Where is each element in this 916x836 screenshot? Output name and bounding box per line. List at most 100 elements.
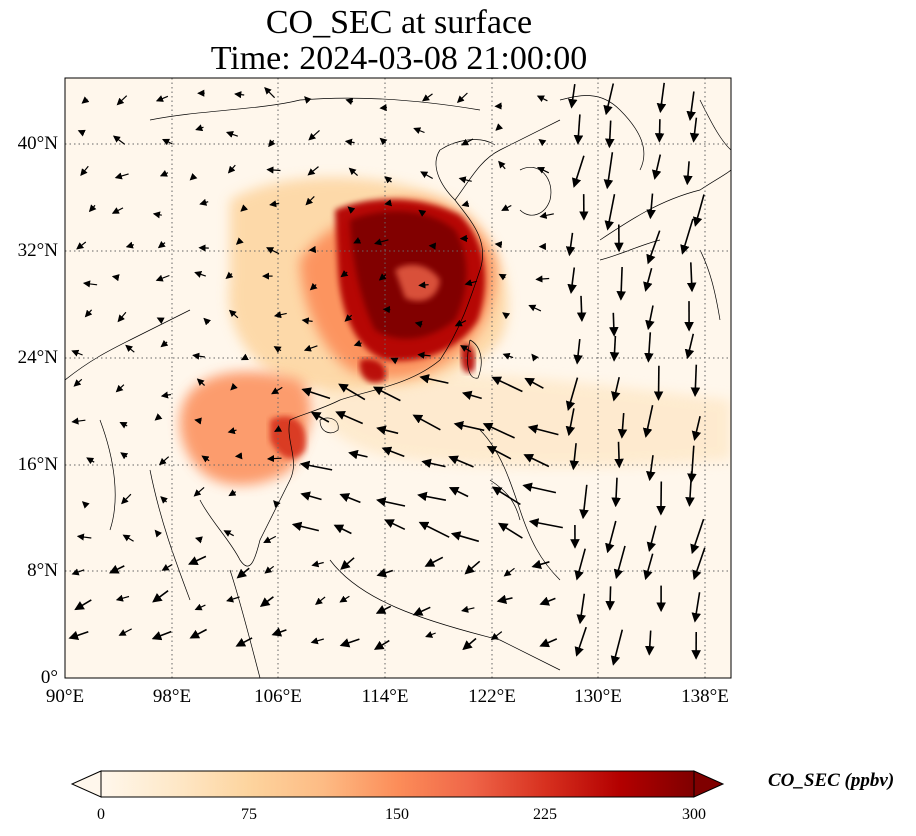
colorbar-tick-75: 75 xyxy=(241,806,257,823)
wind-arrow xyxy=(642,405,654,438)
wind-arrow xyxy=(454,319,467,327)
wind-arrow xyxy=(692,547,706,581)
gridlines xyxy=(65,78,731,678)
wind-arrow xyxy=(227,164,236,174)
wind-arrow xyxy=(617,413,628,439)
wind-arrow xyxy=(203,317,212,326)
wind-arrow xyxy=(230,382,238,391)
wind-arrow xyxy=(486,445,512,460)
wind-arrow xyxy=(152,590,169,603)
wind-arrow xyxy=(448,487,469,498)
wind-arrow xyxy=(71,349,83,357)
wind-arrow xyxy=(81,501,90,509)
wind-arrow xyxy=(71,417,86,425)
wind-arrow xyxy=(115,594,130,602)
wind-arrow xyxy=(76,241,87,250)
wind-arrow xyxy=(448,455,474,468)
wind-arrow xyxy=(194,271,206,278)
wind-arrow xyxy=(374,238,389,246)
wind-arrow xyxy=(378,273,387,281)
wind-arrow xyxy=(498,273,507,281)
wind-arrow xyxy=(425,631,436,638)
wind-arrow xyxy=(604,194,616,231)
lat-tick-16n: 16°N xyxy=(17,454,58,475)
wind-arrow xyxy=(539,638,558,648)
wind-arrow xyxy=(158,456,170,466)
wind-arrow xyxy=(522,482,557,494)
wind-arrow xyxy=(496,594,513,605)
wind-arrow xyxy=(419,374,449,384)
wind-arrow xyxy=(77,129,86,137)
colorbar-tick-150: 150 xyxy=(385,806,409,823)
wind-arrow xyxy=(384,519,406,531)
wind-arrow xyxy=(338,383,366,401)
wind-arrow xyxy=(308,129,320,141)
lon-tick-98e: 98°E xyxy=(152,686,192,707)
wind-arrow xyxy=(309,282,318,291)
wind-arrow xyxy=(503,567,515,577)
wind-arrow xyxy=(194,536,203,544)
wind-arrow xyxy=(333,524,352,535)
wind-arrow xyxy=(579,484,589,520)
wind-arrow xyxy=(154,529,163,538)
wind-arrow xyxy=(685,471,695,507)
wind-arrow xyxy=(494,241,503,249)
wind-arrow xyxy=(375,605,392,614)
wind-arrow xyxy=(269,200,280,208)
wind-arrow xyxy=(226,595,240,603)
wind-arrow xyxy=(684,333,695,360)
wind-arrow xyxy=(300,491,322,501)
wind-arrow xyxy=(418,209,427,217)
wind-arrow xyxy=(651,154,662,180)
wind-arrow xyxy=(453,420,485,432)
wind-arrow xyxy=(339,595,350,603)
wind-arrow xyxy=(528,518,563,529)
wind-arrow xyxy=(656,82,667,114)
wind-arrow xyxy=(155,95,169,102)
wind-arrow xyxy=(412,606,431,616)
wind-arrow xyxy=(68,630,89,640)
wind-arrow xyxy=(240,353,249,361)
wind-arrow xyxy=(223,530,234,537)
wind-arrow xyxy=(189,628,207,639)
wind-arrow xyxy=(345,98,354,106)
wind-arrow xyxy=(573,114,584,145)
wind-arrow xyxy=(161,564,173,571)
wind-arrow xyxy=(460,345,472,353)
wind-arrow xyxy=(266,454,282,463)
wind-arrow xyxy=(414,320,423,328)
wind-arrow xyxy=(122,534,134,542)
wind-arrow xyxy=(690,364,701,397)
wind-arrow xyxy=(299,460,333,471)
wind-arrow xyxy=(240,204,249,212)
wind-arrow xyxy=(236,567,250,579)
wind-arrow xyxy=(567,83,578,109)
wind-arrow xyxy=(291,521,319,532)
wind-arrow xyxy=(157,240,166,249)
wind-arrow xyxy=(372,386,401,402)
wind-arrow xyxy=(125,344,135,353)
wind-arrow xyxy=(86,457,95,465)
wind-arrow xyxy=(497,522,523,539)
wind-arrow xyxy=(194,603,206,611)
wind-arrow xyxy=(301,387,331,400)
colorbar-tick-0: 0 xyxy=(97,806,105,823)
wind-arrow xyxy=(156,317,165,325)
wind-arrow xyxy=(271,386,283,395)
lon-tick-130e: 130°E xyxy=(574,686,622,707)
wind-arrow xyxy=(347,206,356,214)
wind-arrow xyxy=(188,555,207,565)
wind-arrow xyxy=(421,458,446,469)
wind-arrow xyxy=(151,630,172,641)
wind-arrow xyxy=(301,317,313,325)
wind-arrow xyxy=(81,96,90,104)
wind-arrow xyxy=(303,344,318,352)
wind-arrow xyxy=(491,376,523,393)
wind-arrow xyxy=(196,378,206,386)
wind-arrow xyxy=(458,176,472,184)
wind-arrow xyxy=(502,352,514,360)
wind-arrow xyxy=(609,312,619,337)
wind-arrow xyxy=(274,425,283,432)
wind-arrow xyxy=(159,170,169,177)
wind-arrow xyxy=(539,211,554,219)
